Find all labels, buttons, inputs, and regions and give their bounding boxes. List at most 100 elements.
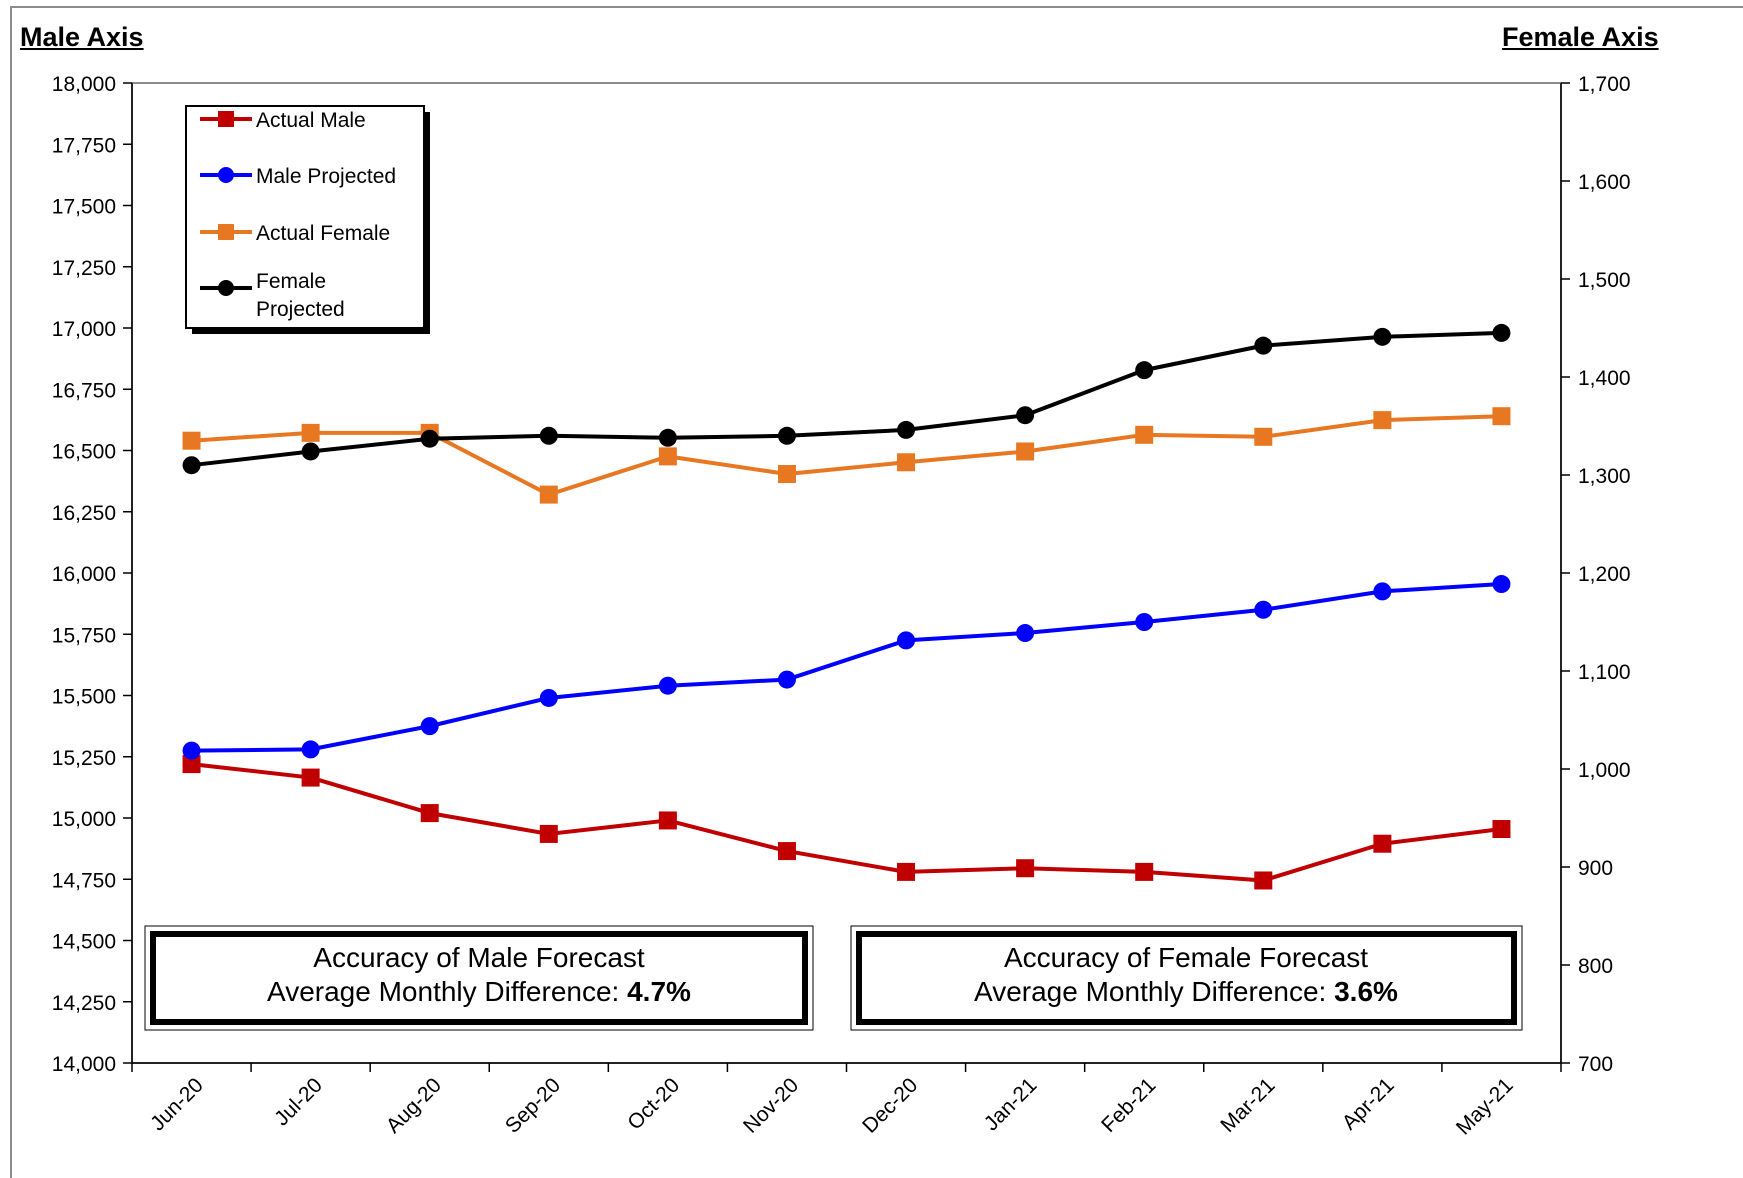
right-tick-label: 1,100 xyxy=(1578,661,1631,684)
legend-item-actual-female: Actual Female xyxy=(200,222,390,245)
data-point xyxy=(1135,361,1154,380)
data-point xyxy=(539,426,558,445)
data-point xyxy=(1492,575,1511,594)
female-box-difference-label: Average Monthly Difference: xyxy=(974,976,1334,1007)
data-point xyxy=(182,456,201,475)
data-point xyxy=(1254,871,1273,890)
data-point xyxy=(658,811,677,830)
x-tick-label: Jan-21 xyxy=(980,1074,1042,1136)
female-box-inner xyxy=(856,931,1517,1025)
data-point xyxy=(777,465,796,484)
legend-marker-male-projected xyxy=(218,167,234,183)
male-box-difference-label: Average Monthly Difference: xyxy=(267,976,627,1007)
left-tick-label: 16,000 xyxy=(52,563,116,586)
male-box-title: Accuracy of Male Forecast xyxy=(313,942,645,973)
data-point xyxy=(420,717,439,736)
left-tick-label: 14,250 xyxy=(52,992,116,1015)
legend-item-actual-male: Actual Male xyxy=(200,109,366,132)
data-point xyxy=(897,453,916,472)
data-point xyxy=(1016,442,1035,461)
x-tick-label: Apr-21 xyxy=(1338,1074,1399,1135)
left-tick-label: 14,000 xyxy=(52,1053,116,1076)
right-tick-label: 700 xyxy=(1578,1053,1613,1076)
data-point xyxy=(1373,582,1392,601)
legend: Actual Male Male Projected Actual Female… xyxy=(185,105,430,334)
data-point xyxy=(1135,425,1154,444)
right-tick-label: 1,200 xyxy=(1578,563,1631,586)
series-actual-male xyxy=(182,755,1511,890)
series-actual-female xyxy=(182,407,1511,504)
data-point xyxy=(897,631,916,650)
left-tick-label: 16,500 xyxy=(52,441,116,464)
data-point xyxy=(1254,427,1273,446)
x-tick-label: Mar-21 xyxy=(1216,1074,1279,1137)
data-point xyxy=(897,420,916,439)
legend-marker-female-projected xyxy=(218,280,234,296)
x-tick-label: Sep-20 xyxy=(501,1074,565,1138)
data-point xyxy=(897,862,916,881)
data-point xyxy=(1492,407,1511,426)
legend-label-female-projected: Female Projected xyxy=(256,270,345,321)
data-point xyxy=(1254,600,1273,619)
data-point xyxy=(301,768,320,787)
left-tick-label: 15,750 xyxy=(52,624,116,647)
legend-marker-actual-male xyxy=(218,111,234,127)
female-box-difference: Average Monthly Difference: 3.6% xyxy=(974,976,1398,1007)
data-point xyxy=(1373,327,1392,346)
data-point xyxy=(1016,406,1035,425)
left-axis-title: Male Axis xyxy=(20,22,144,52)
x-tick-label: Nov-20 xyxy=(739,1074,803,1138)
left-tick-label: 14,500 xyxy=(52,931,116,954)
legend-label-actual-female: Actual Female xyxy=(256,222,390,245)
legend-label-male-projected: Male Projected xyxy=(256,165,396,188)
data-point xyxy=(301,423,320,442)
right-axis-title: Female Axis xyxy=(1502,22,1659,52)
left-tick-label: 14,750 xyxy=(52,869,116,892)
male-box-difference-value: 4.7% xyxy=(627,976,691,1007)
data-point xyxy=(658,428,677,447)
data-point xyxy=(182,431,201,450)
female-box-title: Accuracy of Female Forecast xyxy=(1004,942,1368,973)
data-point xyxy=(1016,624,1035,643)
right-tick-label: 800 xyxy=(1578,955,1613,978)
left-tick-label: 17,250 xyxy=(52,257,116,280)
left-tick-label: 17,500 xyxy=(52,196,116,219)
male-box-difference: Average Monthly Difference: 4.7% xyxy=(267,976,691,1007)
right-tick-label: 1,300 xyxy=(1578,465,1631,488)
left-tick-label: 15,250 xyxy=(52,747,116,770)
data-point xyxy=(420,804,439,823)
female-box-difference-value: 3.6% xyxy=(1334,976,1398,1007)
legend-item-female-projected: Female Projected xyxy=(200,270,345,321)
data-point xyxy=(658,676,677,695)
male-accuracy-box: Accuracy of Male Forecast Average Monthl… xyxy=(144,925,814,1031)
right-tick-label: 900 xyxy=(1578,857,1613,880)
legend-label-line: Projected xyxy=(256,298,345,321)
right-tick-label: 1,400 xyxy=(1578,367,1631,390)
left-tick-label: 15,500 xyxy=(52,686,116,709)
x-tick-label: Jun-20 xyxy=(146,1074,208,1136)
male-box-inner xyxy=(150,931,808,1025)
right-tick-label: 1,500 xyxy=(1578,269,1631,292)
data-point xyxy=(1135,613,1154,631)
data-point xyxy=(1373,834,1392,853)
data-point xyxy=(539,824,558,843)
right-tick-label: 1,000 xyxy=(1578,759,1631,782)
series-line-male-projected xyxy=(191,582,1502,753)
data-point xyxy=(1135,862,1154,881)
data-point xyxy=(420,429,439,448)
data-point xyxy=(301,442,320,461)
data-point xyxy=(1373,411,1392,430)
right-tick-label: 1,600 xyxy=(1578,171,1631,194)
data-point xyxy=(539,485,558,504)
female-accuracy-box: Accuracy of Female Forecast Average Mont… xyxy=(850,925,1523,1031)
legend-item-male-projected: Male Projected xyxy=(200,165,396,188)
data-point xyxy=(539,688,558,707)
data-point xyxy=(1492,323,1511,342)
series-female-projected xyxy=(182,323,1511,475)
data-point xyxy=(182,755,201,774)
x-tick-label: May-21 xyxy=(1452,1074,1518,1140)
data-point xyxy=(658,447,677,466)
data-point xyxy=(1254,336,1273,355)
series-male-projected xyxy=(182,575,1511,760)
